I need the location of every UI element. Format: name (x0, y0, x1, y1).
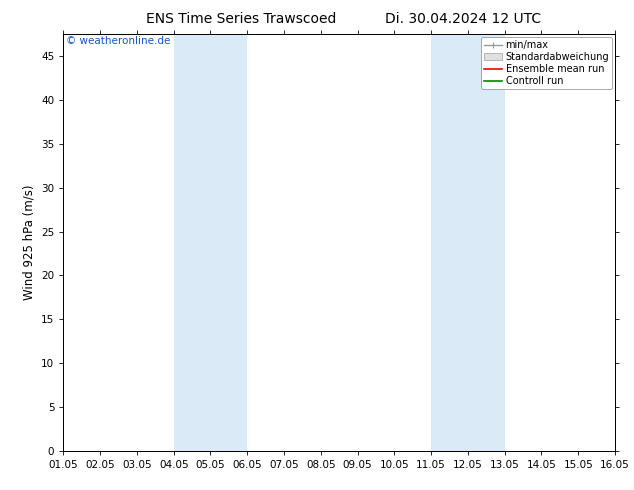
Y-axis label: Wind 925 hPa (m/s): Wind 925 hPa (m/s) (23, 185, 36, 300)
Text: ENS Time Series Trawscoed: ENS Time Series Trawscoed (146, 12, 336, 26)
Legend: min/max, Standardabweichung, Ensemble mean run, Controll run: min/max, Standardabweichung, Ensemble me… (481, 37, 612, 89)
Text: Di. 30.04.2024 12 UTC: Di. 30.04.2024 12 UTC (385, 12, 541, 26)
Bar (431, 34, 505, 451)
Text: © weatheronline.de: © weatheronline.de (66, 36, 171, 47)
Bar (174, 34, 247, 451)
